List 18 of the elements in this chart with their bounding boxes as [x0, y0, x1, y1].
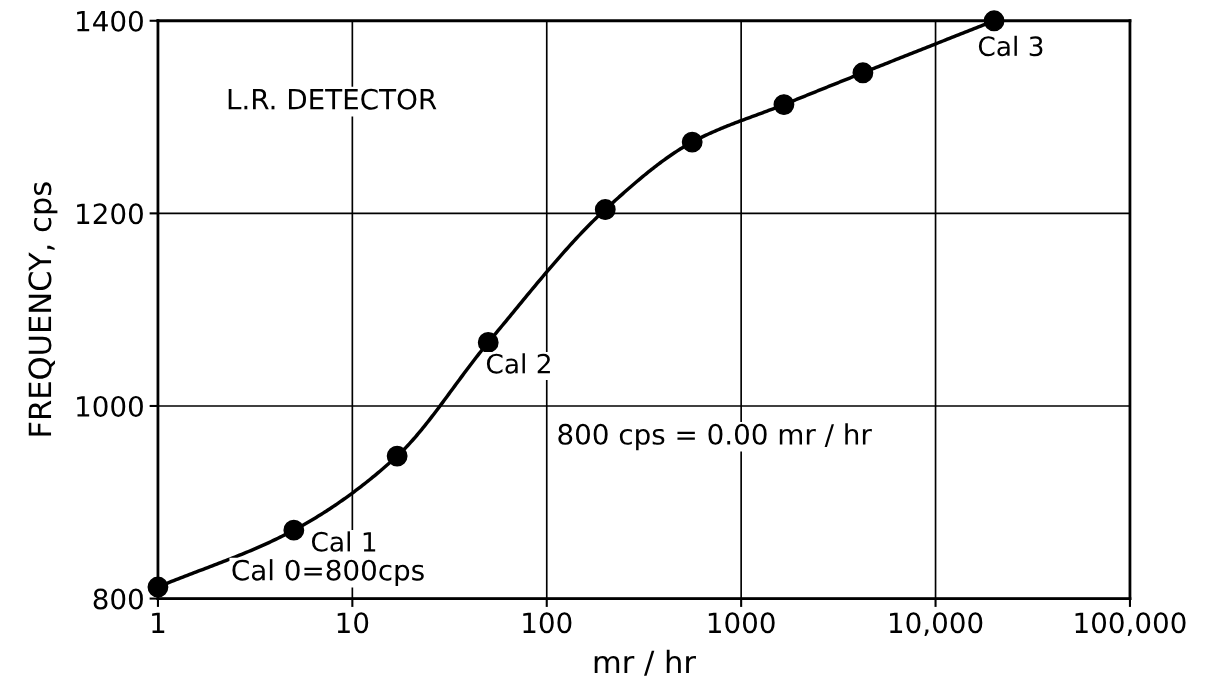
- x-tick-label: 10: [337, 612, 369, 634]
- x-tick-label: 100,000: [1075, 612, 1186, 637]
- y-tick-label: 1000: [77, 395, 143, 417]
- annotation: Cal 3: [978, 35, 1043, 57]
- x-tick-label: 10,000: [890, 612, 983, 637]
- annotation: L.R. DETECTOR: [228, 88, 437, 110]
- annotation: Cal 1: [311, 531, 376, 552]
- annotation: Cal 0=800cps: [232, 559, 424, 587]
- y-tick-label: 800: [93, 588, 143, 610]
- y-tick-label: 1200: [77, 203, 143, 225]
- y-axis-title: FREQUENCY, cps: [28, 182, 58, 436]
- x-tick-label: 1: [152, 612, 165, 633]
- annotation: 800 cps = 0.00 mr / hr: [558, 423, 872, 451]
- x-axis-title: mr / hr: [594, 649, 696, 676]
- annotation: Cal 2: [486, 353, 550, 374]
- x-tick-label: 1000: [708, 612, 775, 634]
- x-tick-label: 100: [523, 612, 572, 634]
- y-tick-label: 1400: [77, 10, 143, 32]
